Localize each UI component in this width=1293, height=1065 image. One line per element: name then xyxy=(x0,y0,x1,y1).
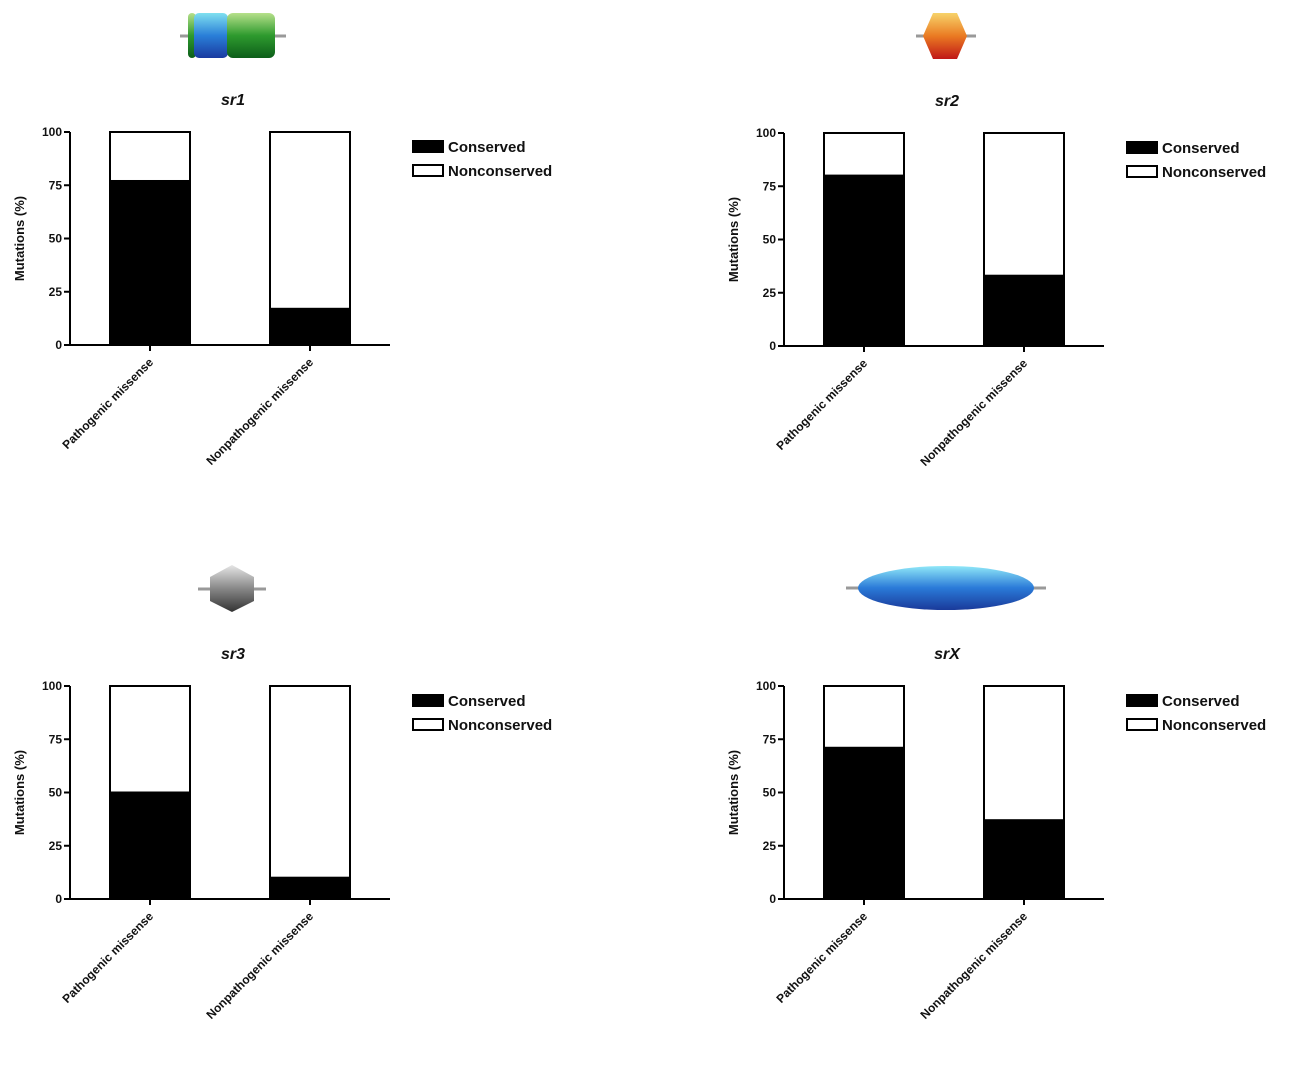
y-tick-label: 100 xyxy=(756,679,776,693)
x-tick-label: Pathogenic missense xyxy=(59,355,156,452)
legend-swatch xyxy=(413,141,443,152)
icon-sr2 xyxy=(916,13,976,59)
x-tick-label: Nonpathogenic missense xyxy=(917,909,1030,1022)
y-tick-label: 25 xyxy=(763,286,777,300)
y-tick-label: 100 xyxy=(42,679,62,693)
chart-panel: sr3 Mutations (%) 0 25 50 75 100 Conserved Nonco… xyxy=(12,646,552,1022)
y-tick-label: 25 xyxy=(49,285,63,299)
y-axis-label: Mutations (%) xyxy=(726,750,741,835)
y-tick-label: 75 xyxy=(49,178,63,192)
x-tick-label: Pathogenic missense xyxy=(773,356,870,453)
bar-segment xyxy=(110,793,190,900)
icon-sr3 xyxy=(198,565,266,612)
y-tick-label: 25 xyxy=(763,839,777,853)
y-axis-label: Mutations (%) xyxy=(12,196,27,281)
x-tick-label: Nonpathogenic missense xyxy=(203,909,316,1022)
bar-segment xyxy=(270,878,350,899)
y-tick-label: 0 xyxy=(769,892,776,906)
legend-swatch xyxy=(413,695,443,706)
icon-sr1 xyxy=(180,13,286,58)
bar-segment xyxy=(110,686,190,793)
legend-swatch xyxy=(1127,719,1157,730)
legend-swatch xyxy=(1127,695,1157,706)
figure: sr1 Mutations (%) 0 25 50 75 100 Conserved Nonco… xyxy=(0,0,1293,1060)
bar-segment xyxy=(984,820,1064,899)
y-tick-label: 50 xyxy=(49,786,63,800)
y-axis-label: Mutations (%) xyxy=(12,750,27,835)
x-tick-label: Pathogenic missense xyxy=(773,909,870,1006)
legend-label: Conserved xyxy=(448,693,526,710)
x-tick-label: Nonpathogenic missense xyxy=(917,356,1030,469)
legend-swatch xyxy=(1127,142,1157,153)
legend-label: Nonconserved xyxy=(448,717,552,734)
bar-segment xyxy=(270,132,350,309)
chart-title: sr3 xyxy=(221,646,245,663)
y-tick-label: 100 xyxy=(42,125,62,139)
chart-panel: srX Mutations (%) 0 25 50 75 100 Conserved Nonco… xyxy=(726,646,1266,1022)
legend-swatch xyxy=(413,165,443,176)
bar-segment xyxy=(824,176,904,346)
bar-segment xyxy=(984,133,1064,276)
bar-segment xyxy=(110,181,190,345)
y-tick-label: 50 xyxy=(763,233,777,247)
chart-panel: sr2 Mutations (%) 0 25 50 75 100 Conserved Nonco… xyxy=(726,93,1266,469)
legend-label: Nonconserved xyxy=(1162,164,1266,181)
legend-label: Nonconserved xyxy=(448,163,552,180)
y-tick-label: 50 xyxy=(763,786,777,800)
legend-label: Nonconserved xyxy=(1162,717,1266,734)
y-axis-label: Mutations (%) xyxy=(726,197,741,282)
y-tick-label: 75 xyxy=(763,179,777,193)
y-tick-label: 0 xyxy=(769,339,776,353)
chart-title: sr1 xyxy=(221,92,245,109)
bar-segment xyxy=(824,133,904,176)
legend-label: Conserved xyxy=(1162,693,1240,710)
y-tick-label: 0 xyxy=(55,892,62,906)
y-tick-label: 75 xyxy=(763,732,777,746)
x-tick-label: Pathogenic missense xyxy=(59,909,156,1006)
bar-segment xyxy=(110,132,190,181)
legend-swatch xyxy=(1127,166,1157,177)
bar-segment xyxy=(984,276,1064,346)
bar-segment xyxy=(824,686,904,748)
chart-title: sr2 xyxy=(935,93,959,110)
bar-segment xyxy=(824,748,904,899)
x-tick-label: Nonpathogenic missense xyxy=(203,355,316,468)
y-tick-label: 100 xyxy=(756,126,776,140)
bar-segment xyxy=(270,309,350,345)
y-tick-label: 25 xyxy=(49,839,63,853)
chart-panel: sr1 Mutations (%) 0 25 50 75 100 Conserved Nonco… xyxy=(12,92,552,468)
legend-label: Conserved xyxy=(1162,140,1240,157)
y-tick-label: 75 xyxy=(49,732,63,746)
legend-label: Conserved xyxy=(448,139,526,156)
y-tick-label: 0 xyxy=(55,338,62,352)
bar-segment xyxy=(270,686,350,878)
icon-srX xyxy=(846,566,1046,610)
legend-swatch xyxy=(413,719,443,730)
bar-segment xyxy=(984,686,1064,820)
y-tick-label: 50 xyxy=(49,232,63,246)
chart-title: srX xyxy=(934,646,961,663)
